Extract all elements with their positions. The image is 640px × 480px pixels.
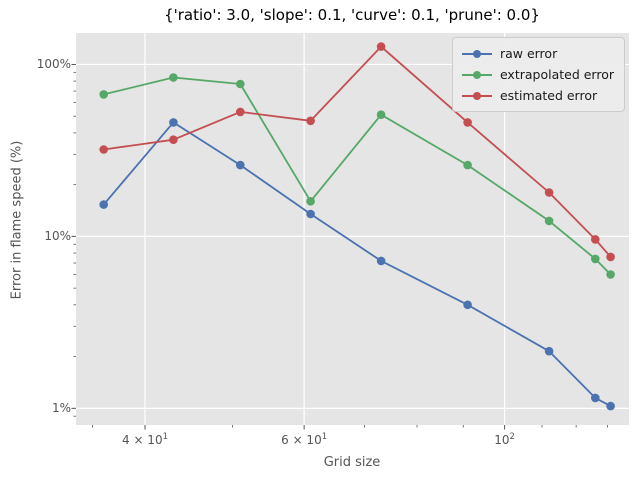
data-point-marker [591, 393, 600, 403]
y-axis-label: Error in flame speed (%) [9, 140, 25, 300]
data-point-marker [544, 346, 554, 356]
data-point-marker [544, 216, 554, 226]
x-tick-label: 6 × 101 [281, 432, 328, 447]
data-point-marker [99, 90, 108, 99]
data-point-marker [544, 188, 554, 197]
data-point-marker [606, 401, 615, 411]
data-point-marker [376, 256, 386, 266]
data-point-marker [306, 197, 315, 206]
x-tick-label: 102 [494, 432, 515, 447]
dot-marker-icon [472, 91, 481, 100]
legend-label: extrapolated error [499, 67, 614, 82]
legend-swatch-extrapolated-error [461, 70, 492, 80]
legend-item-estimated-error: estimated error [461, 85, 614, 106]
dot-marker-icon [472, 70, 481, 79]
legend-item-extrapolated-error: extrapolated error [461, 64, 614, 85]
data-point-marker [463, 160, 472, 170]
y-tick-label: 10% [44, 229, 71, 244]
y-tick-label: 1% [51, 401, 71, 416]
legend: raw error extrapolated error estimated e… [451, 37, 625, 112]
data-point-marker [463, 300, 472, 310]
x-tick-label: 4 × 101 [121, 432, 169, 447]
data-point-marker [591, 235, 600, 244]
data-point-marker [463, 118, 472, 127]
data-point-marker [99, 200, 108, 209]
data-point-marker [169, 118, 178, 127]
legend-item-raw-error: raw error [461, 43, 614, 64]
data-point-marker [169, 73, 178, 82]
data-point-marker [306, 116, 315, 126]
data-point-marker [169, 135, 178, 144]
chart-title: {'ratio': 3.0, 'slope': 0.1, 'curve': 0.… [164, 6, 540, 24]
data-point-marker [376, 110, 386, 119]
y-tick-label: 100% [36, 57, 71, 72]
data-point-marker [236, 160, 245, 170]
data-point-marker [591, 254, 600, 264]
data-point-marker [606, 252, 615, 262]
data-point-marker [236, 79, 245, 89]
dot-marker-icon [472, 49, 481, 58]
legend-label: raw error [499, 46, 558, 61]
x-axis-label: Grid size [323, 455, 381, 470]
data-point-marker [376, 42, 386, 51]
legend-label: estimated error [499, 88, 598, 103]
data-point-marker [606, 270, 615, 279]
data-point-marker [306, 209, 315, 219]
legend-swatch-estimated-error [461, 91, 492, 101]
legend-swatch-raw-error [461, 49, 492, 59]
data-point-marker [99, 145, 108, 154]
data-point-marker [236, 107, 245, 117]
